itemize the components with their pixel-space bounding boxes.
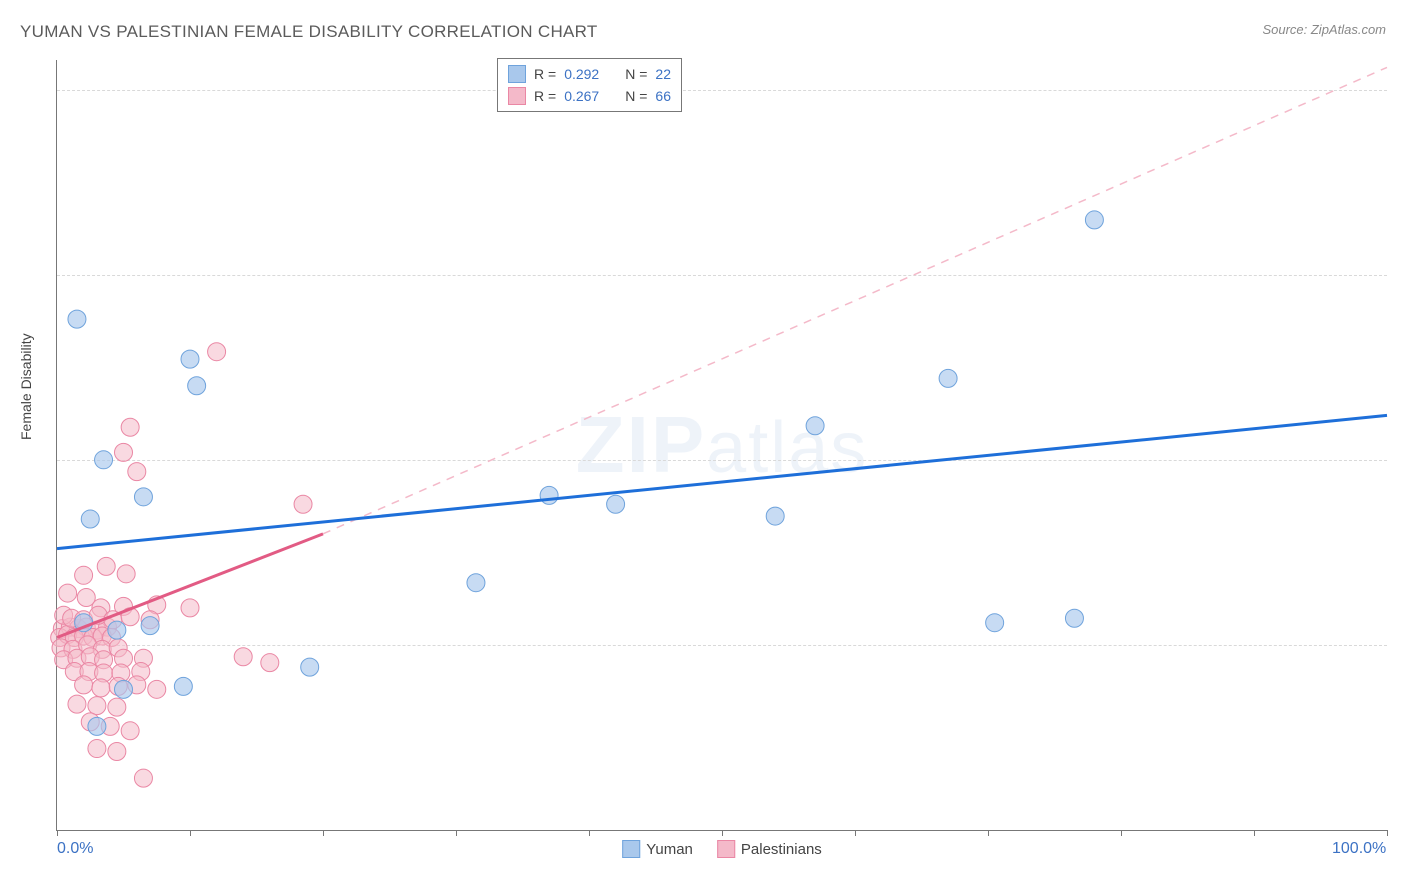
chart-title: YUMAN VS PALESTINIAN FEMALE DISABILITY C… <box>20 22 598 41</box>
x-tick-label: 0.0% <box>57 840 93 858</box>
data-point <box>134 769 152 787</box>
data-point <box>75 566 93 584</box>
data-point <box>986 614 1004 632</box>
legend-item-yuman: Yuman <box>622 840 693 858</box>
data-point <box>108 621 126 639</box>
n-label: N = <box>625 88 647 104</box>
data-point <box>92 679 110 697</box>
stats-row-yuman: R = 0.292 N = 22 <box>508 63 671 85</box>
swatch-yuman <box>508 65 526 83</box>
data-point <box>108 743 126 761</box>
data-point <box>1085 211 1103 229</box>
data-point <box>939 369 957 387</box>
data-point <box>88 717 106 735</box>
data-point <box>181 350 199 368</box>
stats-row-palestinians: R = 0.267 N = 66 <box>508 85 671 107</box>
data-point <box>88 740 106 758</box>
data-point <box>59 584 77 602</box>
data-point <box>68 310 86 328</box>
header: YUMAN VS PALESTINIAN FEMALE DISABILITY C… <box>20 22 1386 50</box>
data-point <box>208 343 226 361</box>
x-tick-label: 100.0% <box>1332 840 1386 858</box>
data-point <box>95 451 113 469</box>
n-label: N = <box>625 66 647 82</box>
data-point <box>115 443 133 461</box>
n-value-palestinians: 66 <box>655 88 671 104</box>
data-point <box>128 463 146 481</box>
data-point <box>294 495 312 513</box>
data-point <box>148 680 166 698</box>
trend-line <box>57 534 323 638</box>
data-point <box>141 617 159 635</box>
data-point <box>540 486 558 504</box>
trend-line <box>57 415 1387 548</box>
data-point <box>68 695 86 713</box>
legend-label-palestinians: Palestinians <box>741 841 822 858</box>
r-label: R = <box>534 88 556 104</box>
data-point <box>1065 609 1083 627</box>
r-label: R = <box>534 66 556 82</box>
swatch-palestinians <box>508 87 526 105</box>
data-point <box>806 417 824 435</box>
data-point <box>88 697 106 715</box>
stats-legend: R = 0.292 N = 22 R = 0.267 N = 66 <box>497 58 682 112</box>
data-point <box>766 507 784 525</box>
r-value-yuman: 0.292 <box>564 66 599 82</box>
data-point <box>97 557 115 575</box>
data-point <box>174 677 192 695</box>
source-label: Source: ZipAtlas.com <box>1262 22 1386 37</box>
legend-label-yuman: Yuman <box>646 841 693 858</box>
data-point <box>134 488 152 506</box>
data-point <box>261 654 279 672</box>
trend-line <box>323 67 1387 533</box>
swatch-palestinians <box>717 840 735 858</box>
data-point <box>108 698 126 716</box>
data-point <box>121 722 139 740</box>
swatch-yuman <box>622 840 640 858</box>
series-legend: Yuman Palestinians <box>622 840 822 858</box>
data-point <box>188 377 206 395</box>
data-point <box>81 510 99 528</box>
plot-svg <box>57 60 1387 830</box>
plot-area: ZIPatlas R = 0.292 N = 22 R = 0.267 N = … <box>56 60 1387 831</box>
data-point <box>117 565 135 583</box>
data-point <box>121 418 139 436</box>
data-point <box>181 599 199 617</box>
data-point <box>607 495 625 513</box>
r-value-palestinians: 0.267 <box>564 88 599 104</box>
y-axis-label: Female Disability <box>18 333 34 440</box>
n-value-yuman: 22 <box>655 66 671 82</box>
data-point <box>234 648 252 666</box>
data-point <box>115 680 133 698</box>
data-point <box>75 676 93 694</box>
data-point <box>467 574 485 592</box>
data-point <box>301 658 319 676</box>
legend-item-palestinians: Palestinians <box>717 840 822 858</box>
